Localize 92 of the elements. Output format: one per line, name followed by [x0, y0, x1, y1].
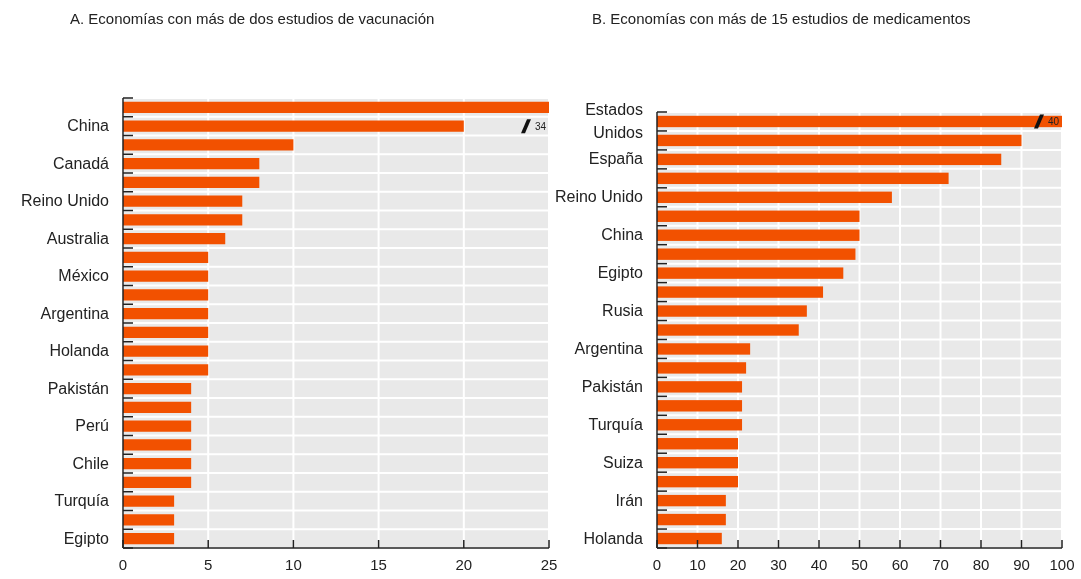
x-tick-label: 0 — [118, 556, 128, 573]
bar — [123, 308, 209, 320]
y-tick-label: Argentina — [40, 304, 110, 322]
bar — [657, 381, 743, 393]
bar — [657, 532, 722, 545]
bar — [657, 191, 892, 203]
annotation: 34 — [535, 121, 547, 133]
bar — [657, 134, 1022, 147]
y-tick-label: Estados Unidos — [585, 100, 643, 141]
y-tick-label: Perú — [75, 417, 109, 435]
bar — [123, 514, 175, 526]
bar — [657, 324, 799, 336]
x-tick-label: 20 — [455, 556, 473, 573]
bar — [657, 362, 747, 374]
x-tick-label: 50 — [851, 556, 868, 573]
bar — [123, 364, 209, 376]
bar — [657, 438, 738, 450]
y-tick-label: China — [601, 226, 644, 244]
bar — [657, 115, 1062, 128]
y-tick-label: Pakistán — [47, 379, 109, 397]
chart-title: A. Economías con más de dos estudios de vacunación — [70, 10, 435, 27]
bar — [123, 176, 260, 188]
x-tick-label: 10 — [285, 556, 302, 573]
bar — [123, 495, 175, 507]
y-tick-label: Chile — [72, 454, 110, 472]
y-tick-label: Holanda — [49, 342, 110, 360]
x-tick-label: 10 — [689, 556, 706, 573]
bar — [123, 458, 192, 470]
bar — [123, 345, 209, 357]
bar — [657, 343, 751, 355]
y-tick-label: Egipto — [597, 264, 644, 282]
y-tick-label: Turquía — [54, 492, 110, 510]
x-tick-label: 20 — [729, 556, 747, 573]
bar — [123, 401, 192, 413]
bar — [123, 420, 192, 432]
y-tick-label: Pakistán — [581, 377, 643, 395]
x-tick-label: 40 — [810, 556, 828, 573]
bar — [657, 475, 738, 488]
bar — [657, 513, 726, 526]
x-tick-label: 70 — [932, 556, 949, 573]
bar — [123, 439, 192, 451]
bar — [657, 229, 860, 241]
bar — [657, 267, 844, 279]
x-tick-label: 30 — [770, 556, 787, 573]
x-tick-label: 0 — [652, 556, 662, 573]
bar — [657, 457, 738, 469]
y-tick-label: China — [67, 117, 110, 135]
bar — [657, 286, 824, 298]
bar — [123, 289, 209, 301]
bar — [657, 494, 726, 507]
x-tick-label: 80 — [972, 556, 990, 573]
bar — [123, 476, 192, 488]
y-tick-label: Reino Unido — [20, 192, 110, 210]
x-tick-label: 15 — [370, 556, 387, 573]
bar — [123, 120, 464, 132]
annotation: 40 — [1048, 116, 1060, 128]
y-tick-label: Turquía — [588, 415, 644, 433]
y-tick-label: Holanda — [583, 529, 644, 547]
y-tick-label: España — [588, 150, 644, 168]
bar — [123, 533, 175, 545]
y-tick-label: Reino Unido — [554, 188, 644, 206]
bar — [657, 305, 807, 317]
y-tick-label: Egipto — [63, 529, 110, 547]
bar — [657, 172, 949, 185]
x-tick-label: 5 — [204, 556, 213, 573]
bar — [123, 214, 243, 226]
bar — [123, 195, 243, 207]
bar — [657, 248, 856, 260]
y-tick-label: Irán — [615, 491, 643, 509]
x-tick-label: 90 — [1013, 556, 1030, 573]
bar — [123, 158, 260, 170]
y-tick-label: Argentina — [574, 339, 644, 357]
bar — [123, 270, 209, 282]
bar — [123, 326, 209, 338]
y-tick-label: Australia — [46, 229, 110, 247]
chart-title: B. Economías con más de 15 estudios de medicamentos — [592, 10, 971, 27]
x-tick-label: 25 — [540, 556, 558, 573]
bar — [657, 400, 743, 412]
bar — [123, 139, 294, 151]
y-tick-label: Canadá — [52, 154, 110, 172]
bar — [123, 233, 226, 245]
y-tick-label: Suiza — [602, 453, 644, 471]
y-tick-label: México — [58, 267, 110, 285]
bar — [123, 101, 549, 113]
bar — [123, 383, 192, 395]
x-tick-label: 100 — [1049, 556, 1075, 573]
x-tick-label: 60 — [891, 556, 909, 573]
bar — [657, 210, 860, 222]
bar — [123, 251, 209, 263]
bar — [657, 419, 743, 431]
y-tick-label: Rusia — [602, 302, 644, 320]
bar — [657, 153, 1002, 166]
